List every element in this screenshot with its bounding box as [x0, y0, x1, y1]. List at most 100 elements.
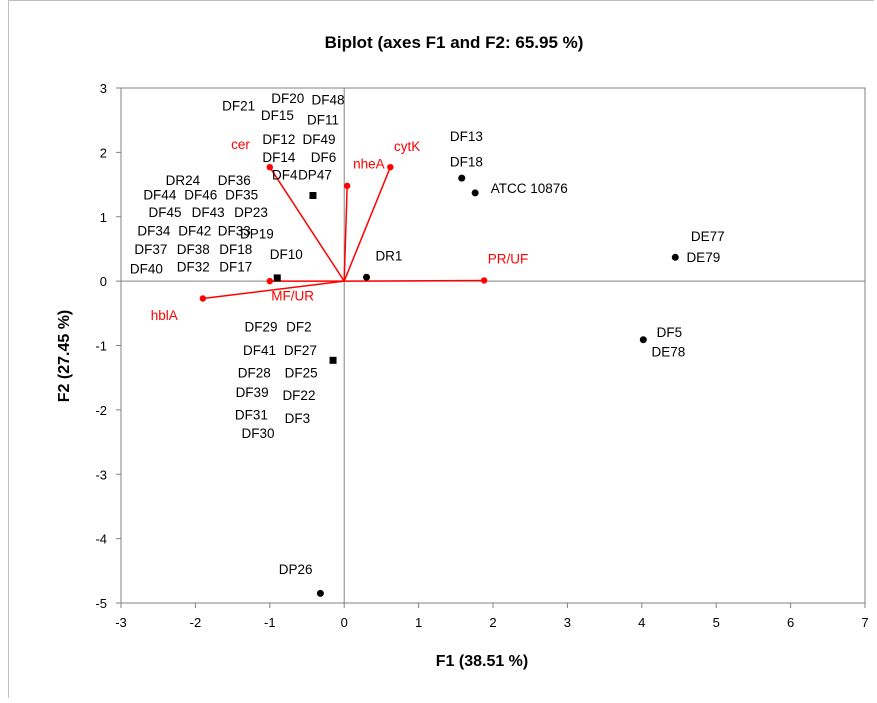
x-tick-label: -2 [190, 615, 202, 630]
variable-vector-hbla [202, 280, 345, 300]
x-axis-ticks: -3 -2 -1 0 1 2 3 4 5 6 7 [115, 603, 869, 630]
observation-label: DR1 [375, 249, 402, 264]
y-tick-label: 3 [100, 81, 107, 96]
observation-label: DF14 [262, 150, 296, 165]
observation-label: DF11 [307, 113, 339, 128]
observation-label: DF5 [657, 325, 683, 340]
observation-centroid-square [329, 356, 337, 364]
plot-area [120, 87, 866, 604]
observation-label: DF44 [143, 187, 177, 202]
x-tick-label: 2 [489, 615, 496, 630]
observation-point [363, 273, 371, 281]
observation-label: DF3 [285, 411, 311, 426]
variable-vector-cytk [343, 166, 392, 282]
observation-label: DF35 [225, 187, 258, 202]
observation-label: DP23 [234, 205, 268, 220]
observation-label: DF21 [222, 99, 255, 114]
observation-point [639, 336, 647, 344]
x-tick-label: 5 [713, 615, 720, 630]
variable-vector-tip [387, 163, 394, 171]
y-tick-label: -4 [95, 532, 107, 547]
observation-label: DF22 [282, 388, 315, 403]
observation-label: DF2 [286, 319, 312, 334]
observation-label: DF6 [311, 150, 337, 165]
variable-label: PR/UF [488, 252, 529, 267]
observation-label: DF27 [284, 343, 317, 358]
observation-point [316, 589, 324, 597]
observation-label: DF28 [238, 366, 271, 381]
variable-vector-tip [199, 295, 207, 302]
observation-label: DF46 [184, 187, 217, 202]
observation-label: DF34 [137, 223, 171, 238]
observation-label: DF43 [192, 205, 225, 220]
x-tick-label: 4 [638, 615, 645, 630]
variable-vectors [199, 163, 488, 302]
observation-label: DF10 [270, 247, 303, 262]
variable-vector-tip [480, 277, 488, 284]
observation-label: DF37 [134, 242, 167, 257]
y-tick-label: -3 [95, 467, 107, 482]
y-tick-label: 1 [100, 210, 107, 225]
observation-label: DF30 [242, 426, 275, 441]
observation-label: DP47 [298, 167, 332, 182]
variable-vector-nhea [343, 185, 348, 282]
y-tick-label: -5 [95, 596, 107, 611]
variable-labels: cer nheA cytK PR/UF hblA MF/UR [151, 137, 529, 323]
x-tick-label: 1 [415, 615, 422, 630]
variable-vector-tip [266, 277, 273, 285]
chart-frame: Biplot (axes F1 and F2: 65.95 %) -3 -2 -1 0… [8, 0, 874, 698]
observation-label: DF41 [243, 343, 276, 358]
observation-points [273, 174, 679, 597]
observation-label: DF49 [303, 132, 336, 147]
observation-label: DF20 [271, 91, 304, 106]
variable-vector-pr-uf [344, 279, 485, 282]
chart-title: Biplot (axes F1 and F2: 65.95 %) [325, 33, 584, 52]
observation-label: DF31 [235, 408, 268, 423]
y-tick-label: 2 [100, 145, 107, 160]
observation-label: DF42 [178, 223, 211, 238]
observation-label: DF39 [236, 385, 269, 400]
observation-label: DR24 [166, 173, 201, 188]
observation-label: ATCC 10876 [491, 181, 568, 196]
variable-vector-cer [269, 166, 345, 282]
observation-label: DF17 [219, 259, 252, 274]
y-tick-label: 0 [100, 274, 107, 289]
x-tick-label: -1 [264, 615, 276, 630]
observation-label: DF13 [450, 129, 483, 144]
variable-label: cer [231, 137, 250, 152]
observation-label: DF4 [272, 167, 298, 182]
observation-label: DP26 [279, 562, 313, 577]
observation-point [471, 189, 479, 197]
y-tick-label: -2 [95, 403, 107, 418]
x-tick-label: 0 [341, 615, 348, 630]
x-tick-label: 3 [564, 615, 571, 630]
y-axis-ticks: 3 2 1 0 -1 -2 -3 -4 -5 [95, 81, 121, 611]
x-axis-title: F1 (38.51 %) [436, 653, 528, 670]
observation-label: DF25 [285, 366, 318, 381]
y-tick-label: -1 [95, 339, 107, 354]
observation-point [458, 174, 466, 182]
observation-label: DF36 [218, 173, 251, 188]
observation-label: DF29 [245, 319, 278, 334]
observation-centroid-square [309, 192, 317, 200]
observation-label: DF18 [450, 155, 483, 170]
variable-vector-tip [266, 163, 273, 171]
observation-label: DF33 [218, 223, 251, 238]
x-tick-label: -3 [115, 615, 127, 630]
observation-label: DE79 [686, 250, 720, 265]
observation-label: DF38 [177, 242, 210, 257]
biplot-chart: Biplot (axes F1 and F2: 65.95 %) -3 -2 -1 0… [56, 33, 869, 670]
variable-label: cytK [394, 139, 420, 154]
variable-label: MF/UR [271, 288, 314, 303]
observation-point [671, 253, 679, 261]
variable-vector-tip [343, 182, 351, 190]
x-tick-label: 6 [787, 615, 794, 630]
variable-label: hblA [151, 308, 178, 323]
observation-label: DF12 [262, 132, 295, 147]
observation-label: DF45 [149, 205, 182, 220]
observation-label: DF32 [177, 259, 210, 274]
observation-centroid-square [273, 274, 281, 282]
observation-label: DF48 [311, 93, 344, 108]
observation-label: DE77 [691, 229, 725, 244]
